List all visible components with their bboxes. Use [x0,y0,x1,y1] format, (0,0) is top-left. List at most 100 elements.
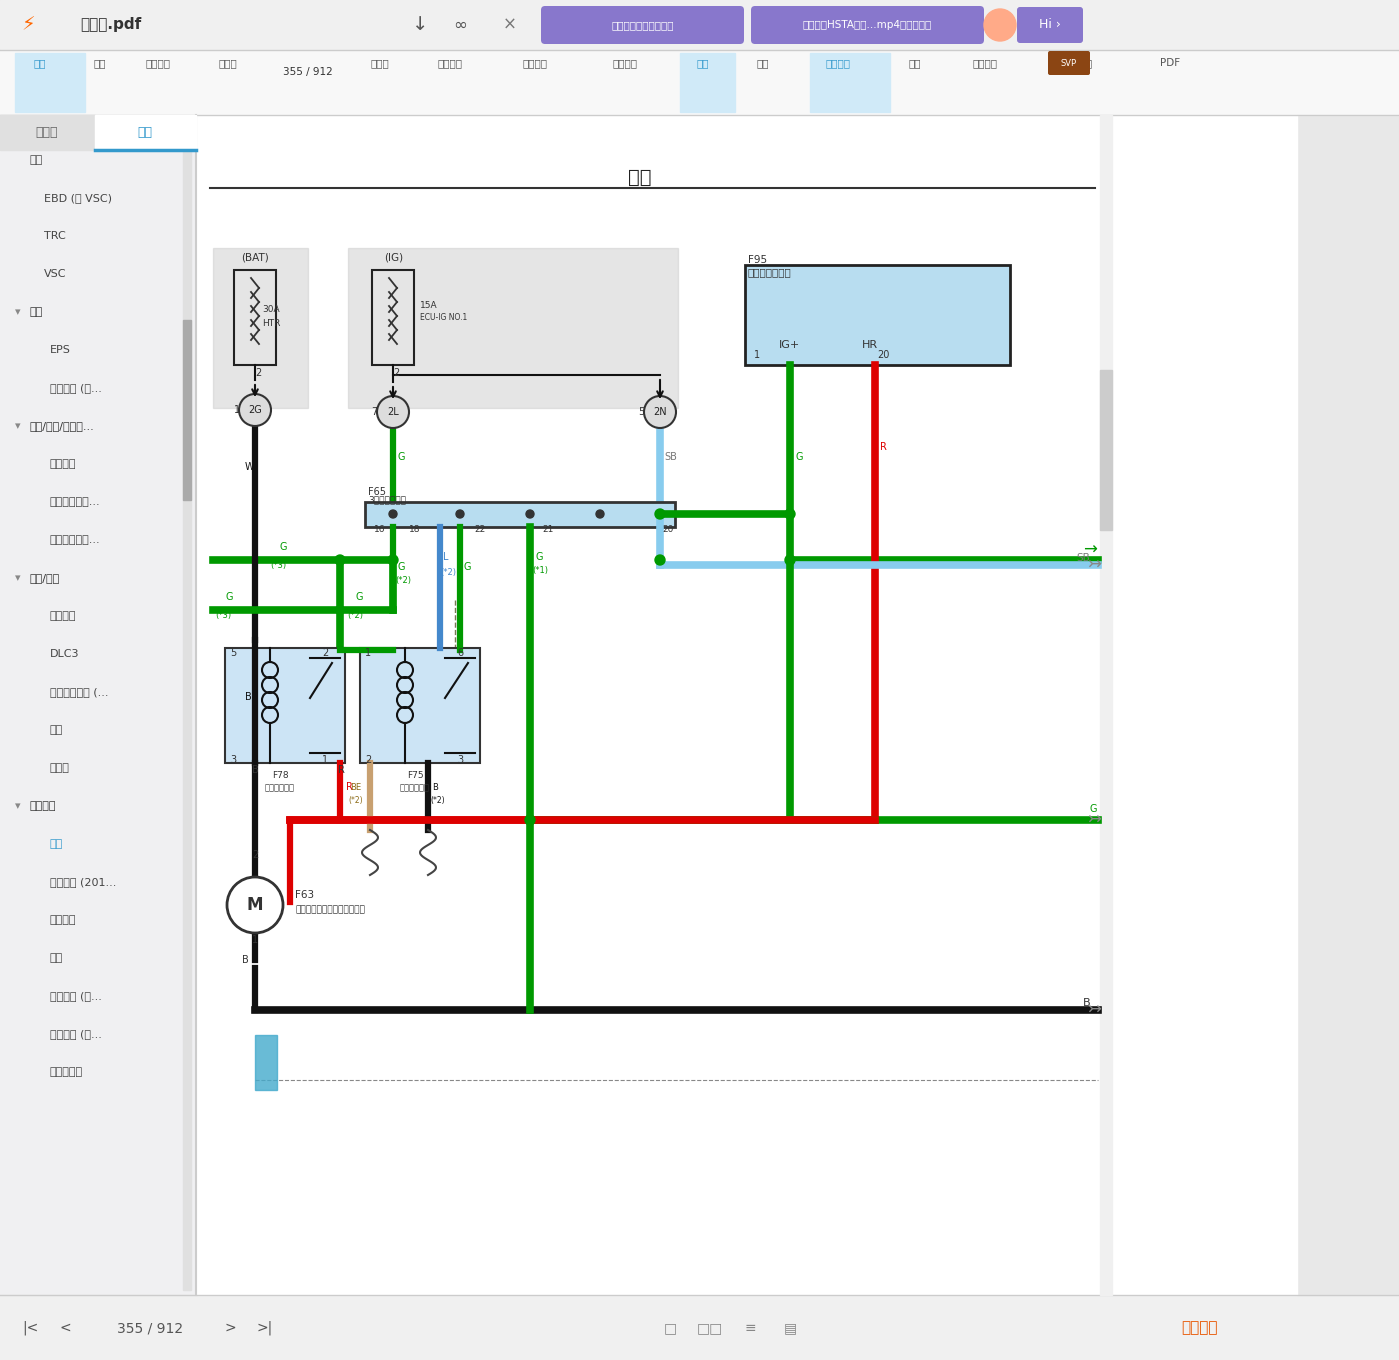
Text: B: B [245,692,252,702]
Text: 355 / 912: 355 / 912 [118,1321,183,1336]
Text: F63: F63 [295,889,315,900]
Text: 5: 5 [229,647,236,658]
Text: B: B [432,783,438,792]
Text: 2: 2 [365,755,371,764]
Text: HR: HR [862,340,879,350]
Text: TRC: TRC [43,231,66,241]
Text: ↣: ↣ [1087,811,1101,830]
Text: (*2): (*2) [429,796,445,805]
Text: SB: SB [1076,554,1090,563]
Text: 连续阅读: 连续阅读 [825,58,851,68]
Text: 2L: 2L [388,407,399,418]
Text: G: G [355,592,362,602]
Text: >: > [224,1321,236,1336]
Text: 上一页: 上一页 [218,58,238,68]
Text: ×: × [504,16,518,34]
Text: F95: F95 [748,256,767,265]
Text: PDF: PDF [1160,58,1181,68]
Text: 转向: 转向 [29,307,43,317]
Bar [348,248,679,408]
Text: 下一页: 下一页 [371,58,389,68]
Circle shape [376,396,409,428]
Text: EBD (带 VSC): EBD (带 VSC) [43,193,112,203]
Text: 电源: 电源 [50,725,63,734]
Text: 帮我打开文字提取工具: 帮我打开文字提取工具 [611,20,674,30]
Text: (*2): (*2) [441,568,456,577]
Text: G: G [397,452,404,462]
Text: G: G [464,562,471,573]
Text: (*3): (*3) [270,560,287,570]
Text: (*3): (*3) [215,611,231,620]
Bar [234,271,276,364]
Text: L: L [443,552,449,562]
Circle shape [227,877,283,933]
Text: 电路图.pdf: 电路图.pdf [80,18,141,33]
Text: B: B [242,955,249,966]
Text: IG+: IG+ [779,340,800,350]
Text: 2N: 2N [653,407,667,418]
FancyBboxPatch shape [1048,50,1090,75]
Circle shape [785,509,795,520]
Text: 2: 2 [252,850,259,860]
Text: (BAT): (BAT) [241,253,269,262]
Bar [0,116,95,150]
Text: F65: F65 [368,487,386,496]
Text: DLC3: DLC3 [50,649,80,660]
Text: 汽修帮手: 汽修帮手 [1182,1321,1219,1336]
Text: G: G [280,543,288,552]
Text: ∞: ∞ [453,16,467,34]
Text: 1: 1 [252,936,257,945]
Text: 丰田驻车辅助...: 丰田驻车辅助... [50,534,101,545]
Text: 空调放大器总成: 空调放大器总成 [748,267,792,277]
Text: EPS: EPS [50,345,71,355]
Bar [0,50,1399,116]
Text: (*2): (*2) [395,577,411,585]
Text: R: R [337,764,344,775]
Text: 适合宽度: 适合宽度 [522,58,547,68]
Circle shape [526,510,534,518]
Text: W: W [245,462,255,472]
Text: <: < [59,1321,71,1336]
Text: 多路通信系统 (...: 多路通信系统 (... [50,687,109,696]
FancyBboxPatch shape [541,5,744,44]
Bar [1100,116,1112,1295]
Text: (*2): (*2) [348,796,362,805]
Text: ▾: ▾ [15,573,21,583]
Text: ▾: ▾ [15,422,21,431]
Text: B: B [1083,998,1090,1008]
Circle shape [644,396,676,428]
Text: □: □ [663,1321,677,1336]
Text: 20: 20 [662,525,674,534]
Text: 2: 2 [255,369,262,378]
Text: 3号接线连接器: 3号接线连接器 [368,495,406,505]
Text: 30A: 30A [262,306,280,314]
Text: 音频/视频/车载通...: 音频/视频/车载通... [29,422,95,431]
Bar [15,53,85,112]
Bar [255,1035,277,1089]
Text: 除雾器继电器: 除雾器继电器 [400,783,429,793]
Text: 6: 6 [457,647,463,658]
Text: 打印: 打印 [94,58,106,68]
Text: (*2): (*2) [347,611,362,620]
Text: ▾: ▾ [15,801,21,811]
Text: ↣: ↣ [1087,1001,1101,1019]
Circle shape [525,815,534,826]
Text: ↣: ↣ [1087,556,1101,574]
Text: Hi ›: Hi › [1039,19,1060,31]
Text: (IG): (IG) [385,253,403,262]
Text: □□: □□ [697,1321,723,1336]
Text: BE: BE [350,783,361,792]
Bar [1100,370,1112,530]
Text: 5: 5 [638,407,644,418]
Text: M: M [246,896,263,914]
Text: 缩略图: 缩略图 [36,125,59,139]
Text: G: G [796,452,803,462]
Circle shape [239,394,271,426]
Bar [0,116,196,1295]
Text: G: G [397,562,406,573]
Text: 双页: 双页 [757,58,769,68]
Text: 22: 22 [474,525,485,534]
Text: 355 / 912: 355 / 912 [283,67,333,78]
FancyBboxPatch shape [751,5,983,44]
Text: 空调: 空调 [628,167,652,186]
